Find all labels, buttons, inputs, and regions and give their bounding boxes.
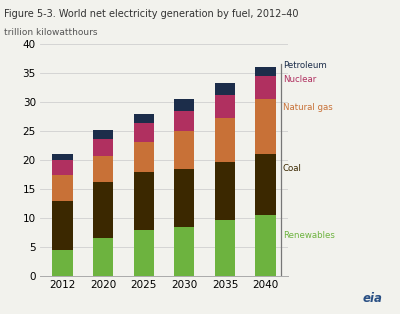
- Bar: [256, 67, 276, 76]
- Bar: [256, 76, 276, 99]
- Bar: [93, 156, 113, 182]
- Bar: [215, 95, 235, 118]
- Bar: [134, 114, 154, 123]
- Bar: [134, 172, 154, 230]
- Bar: [93, 139, 113, 156]
- Bar: [52, 175, 72, 201]
- Bar: [52, 154, 72, 160]
- Text: eia: eia: [362, 292, 382, 305]
- Bar: [215, 84, 235, 95]
- Bar: [93, 130, 113, 139]
- Bar: [256, 154, 276, 215]
- Text: trillion kilowatthours: trillion kilowatthours: [4, 28, 98, 37]
- Bar: [52, 160, 72, 175]
- Bar: [215, 162, 235, 220]
- Bar: [256, 99, 276, 154]
- Bar: [93, 238, 113, 276]
- Bar: [174, 131, 194, 169]
- Text: Petroleum: Petroleum: [283, 61, 326, 70]
- Bar: [215, 220, 235, 276]
- Text: Coal: Coal: [283, 164, 302, 173]
- Bar: [93, 182, 113, 238]
- Bar: [134, 230, 154, 276]
- Text: Nuclear: Nuclear: [283, 75, 316, 84]
- Text: Figure 5-3. World net electricity generation by fuel, 2012–40: Figure 5-3. World net electricity genera…: [4, 9, 298, 19]
- Bar: [134, 123, 154, 142]
- Text: Renewables: Renewables: [283, 231, 334, 240]
- Bar: [174, 227, 194, 276]
- Bar: [215, 118, 235, 162]
- Bar: [256, 215, 276, 276]
- Text: Natural gas: Natural gas: [283, 103, 332, 112]
- Bar: [174, 111, 194, 131]
- Bar: [52, 201, 72, 250]
- Bar: [174, 169, 194, 227]
- Bar: [52, 250, 72, 276]
- Bar: [134, 142, 154, 172]
- Bar: [174, 99, 194, 111]
